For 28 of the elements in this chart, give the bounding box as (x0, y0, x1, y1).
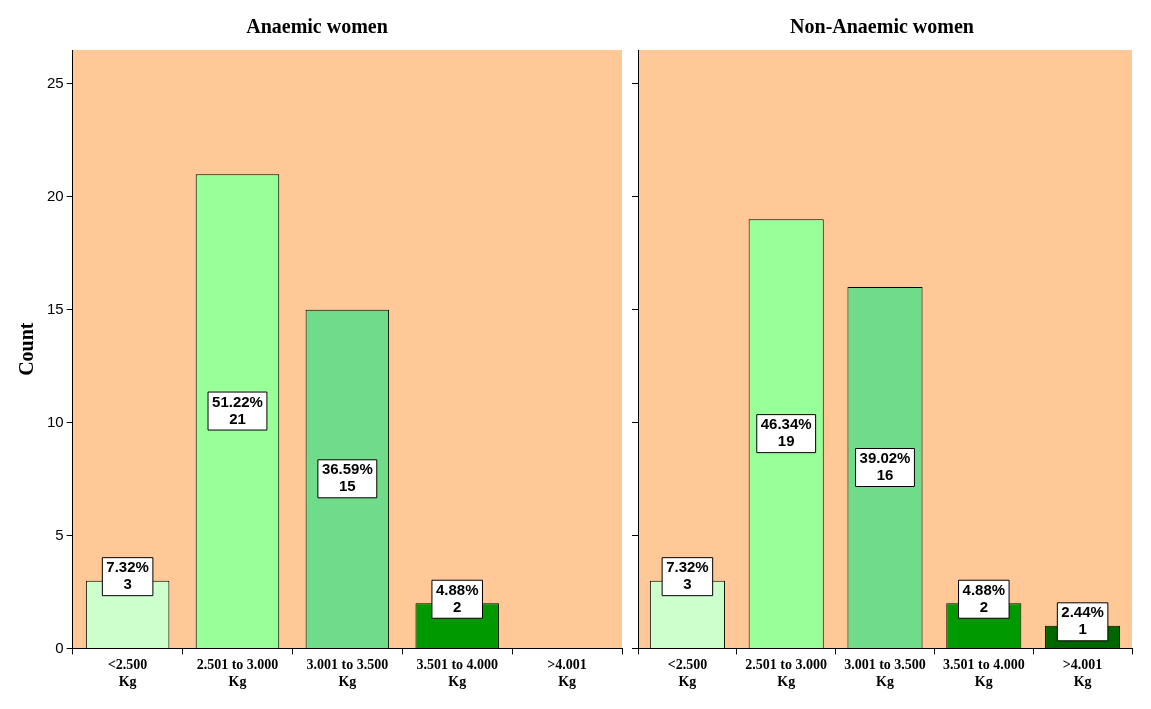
y-tick-label: 15 (47, 299, 64, 317)
x-tick-label: 2.501 to 3.000 Kg (196, 657, 279, 690)
x-tick-label: <2.500 Kg (667, 657, 708, 690)
y-axis-title: Count (15, 322, 38, 376)
data-label: 39.02% 16 (859, 449, 911, 484)
x-tick-label: >4.001 Kg (547, 657, 587, 690)
x-tick-label: 3.501 to 4.000 Kg (416, 657, 499, 690)
chart-title: Anaemic women (246, 15, 388, 38)
data-label: 36.59% 15 (321, 460, 373, 495)
chart-title: Non-Anaemic women (790, 15, 974, 38)
data-label: 2.44% 1 (1061, 603, 1104, 638)
data-label: 51.22% 21 (212, 392, 263, 427)
x-tick-label: 2.501 to 3.000 Kg (745, 657, 828, 690)
data-label: 4.88% 2 (962, 580, 1006, 615)
data-label: 4.88% 2 (435, 580, 479, 615)
x-tick-label: >4.001 Kg (1062, 657, 1103, 690)
y-tick-label: 20 (47, 186, 64, 204)
y-tick-label: 25 (47, 74, 64, 92)
y-tick-label: 5 (55, 525, 64, 543)
x-tick-label: 3.001 to 3.500 Kg (306, 657, 389, 690)
x-tick-label: 3.501 to 4.000 Kg (942, 657, 1025, 690)
data-label: 46.34% 19 (760, 415, 812, 450)
data-label: 7.32% 3 (666, 558, 709, 593)
data-label: 7.32% 3 (106, 558, 149, 593)
x-tick-label: <2.500 Kg (107, 657, 148, 690)
y-tick-label: 0 (55, 638, 64, 656)
y-tick-label: 10 (47, 412, 64, 430)
x-tick-label: 3.001 to 3.500 Kg (844, 657, 926, 690)
